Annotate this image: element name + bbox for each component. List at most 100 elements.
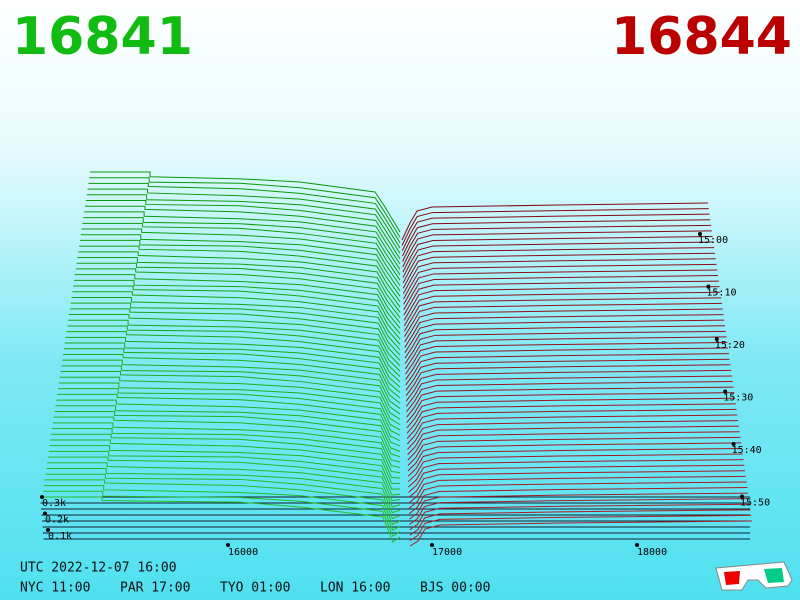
ask-line bbox=[408, 470, 746, 499]
bid-line bbox=[56, 399, 401, 447]
zone-time: TYO 01:00 bbox=[220, 581, 290, 596]
bid-line bbox=[44, 479, 401, 526]
ask-line bbox=[404, 319, 725, 354]
ask-line bbox=[406, 397, 736, 429]
bid-line bbox=[84, 211, 401, 270]
depth-label: 0.3k bbox=[42, 498, 66, 509]
ask-line bbox=[401, 213, 710, 251]
ask-line bbox=[406, 392, 735, 423]
bid-depth-lines bbox=[42, 171, 401, 543]
ask-line bbox=[404, 325, 725, 359]
depth-tick bbox=[43, 511, 47, 516]
ask-line bbox=[408, 492, 749, 520]
ask-line bbox=[405, 364, 731, 396]
bid-line bbox=[45, 473, 401, 520]
bid-line bbox=[62, 359, 401, 409]
bid-line bbox=[60, 371, 401, 420]
ask-line bbox=[409, 498, 749, 525]
zone-time: NYC 11:00 bbox=[20, 581, 90, 596]
bid-line bbox=[86, 194, 401, 254]
bid-line bbox=[63, 348, 401, 399]
bid-line bbox=[67, 325, 401, 377]
ask-line bbox=[404, 302, 722, 337]
ask-line bbox=[404, 314, 724, 348]
time-tick bbox=[723, 389, 728, 394]
bid-price: 16841 bbox=[12, 7, 193, 67]
zone-time: PAR 17:00 bbox=[120, 581, 190, 596]
ask-line bbox=[405, 358, 730, 391]
bid-line bbox=[87, 188, 401, 249]
ask-line bbox=[408, 487, 748, 515]
bid-line bbox=[61, 365, 401, 415]
ask-line bbox=[401, 219, 711, 257]
price-label: 18000 bbox=[637, 547, 667, 558]
time-label: 15:30 bbox=[723, 393, 753, 404]
ask-line bbox=[402, 247, 715, 284]
ask-price: 16844 bbox=[611, 7, 792, 67]
bid-line bbox=[68, 314, 401, 367]
ask-line bbox=[408, 464, 745, 493]
ask-line bbox=[405, 347, 729, 380]
ask-line bbox=[403, 291, 721, 327]
bid-line bbox=[57, 393, 401, 442]
time-label: 15:20 bbox=[715, 340, 745, 351]
ask-line bbox=[407, 447, 742, 477]
time-tick bbox=[698, 232, 702, 236]
bid-line bbox=[66, 331, 401, 383]
bid-line bbox=[83, 217, 401, 276]
bid-line bbox=[74, 279, 401, 334]
ask-line bbox=[406, 403, 736, 434]
ask-line bbox=[406, 414, 738, 445]
bid-line bbox=[50, 439, 401, 484]
bid-line bbox=[79, 239, 401, 297]
bid-line bbox=[51, 433, 401, 479]
bid-line bbox=[79, 245, 401, 302]
bid-line bbox=[70, 302, 401, 356]
ask-line bbox=[409, 514, 752, 542]
ask-line bbox=[403, 286, 720, 321]
ask-line bbox=[401, 202, 709, 241]
ask-line bbox=[402, 235, 713, 273]
ask-line bbox=[409, 503, 750, 531]
time-tick bbox=[706, 284, 711, 289]
ask-line bbox=[407, 442, 742, 472]
time-zones: NYC 11:00 PAR 17:00 TYO 01:00 LON 16:00 BJS … bbox=[20, 581, 490, 596]
ask-line bbox=[403, 263, 717, 300]
time-label: 15:40 bbox=[732, 445, 762, 456]
ask-line bbox=[407, 420, 739, 450]
bid-line bbox=[68, 319, 401, 372]
3d-glasses-icon bbox=[715, 561, 793, 591]
bid-line bbox=[47, 456, 401, 502]
bid-line bbox=[47, 462, 401, 508]
bid-line bbox=[53, 416, 401, 463]
bid-line bbox=[46, 467, 401, 514]
bid-line bbox=[58, 382, 401, 431]
ask-line bbox=[403, 280, 719, 316]
ask-line bbox=[409, 509, 751, 536]
bid-line bbox=[82, 222, 401, 281]
bid-line bbox=[72, 291, 401, 345]
depth-label: 0.1k bbox=[48, 531, 72, 542]
bid-line bbox=[84, 205, 401, 265]
bid-line bbox=[81, 228, 401, 286]
bid-line bbox=[88, 182, 401, 243]
ask-line bbox=[402, 241, 714, 278]
price-label: 16000 bbox=[228, 547, 258, 558]
ask-line bbox=[406, 386, 734, 418]
depth-tick bbox=[46, 528, 50, 532]
price-tick bbox=[226, 543, 230, 547]
ask-line bbox=[409, 520, 753, 547]
bid-line bbox=[65, 336, 401, 388]
ask-line bbox=[404, 308, 723, 343]
bid-line bbox=[64, 342, 401, 393]
ask-line bbox=[405, 375, 732, 407]
time-tick bbox=[740, 494, 744, 499]
bid-line bbox=[63, 353, 401, 404]
bid-line bbox=[76, 262, 401, 318]
ask-line bbox=[408, 459, 744, 488]
ask-line bbox=[406, 408, 737, 439]
ask-depth-lines bbox=[401, 202, 753, 547]
time-label: 15:50 bbox=[740, 498, 770, 509]
